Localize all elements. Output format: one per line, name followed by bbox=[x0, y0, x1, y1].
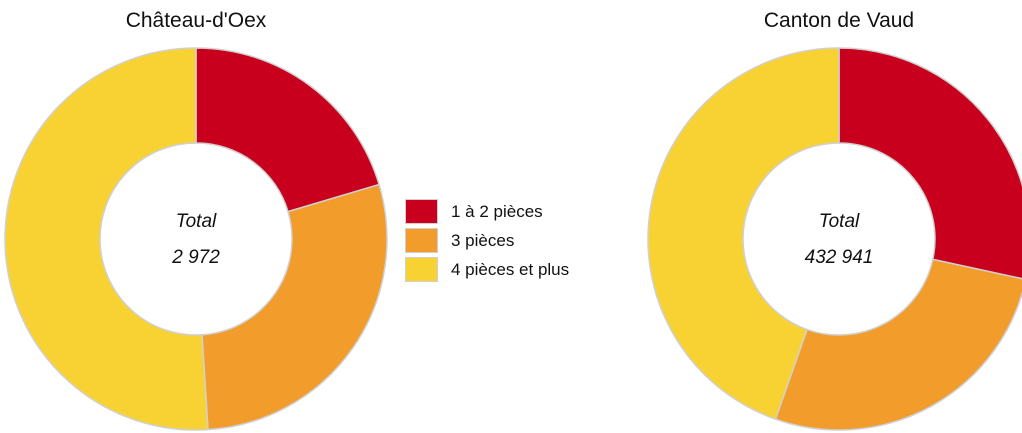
donut-slice-1 bbox=[195, 47, 381, 213]
legend-swatch bbox=[405, 199, 438, 224]
legend-item-4-pieces-et-plus: 4 pièces et plus bbox=[405, 255, 569, 284]
center-total-value-canton-de-vaud: 432 941 bbox=[804, 247, 874, 268]
legend-swatch bbox=[405, 228, 438, 253]
donut-slice-3 bbox=[4, 47, 209, 431]
legend-item-1-2-pieces: 1 à 2 pièces bbox=[405, 197, 569, 226]
legend-label: 1 à 2 pièces bbox=[451, 201, 543, 221]
center-total-label-canton-de-vaud: Total bbox=[818, 211, 860, 232]
donut-slice-1 bbox=[838, 47, 1022, 280]
donut-slice-2 bbox=[201, 183, 388, 431]
donut-slice-2 bbox=[774, 258, 1022, 431]
center-total-value-chateau-doex: 2 972 bbox=[172, 247, 220, 268]
legend-label: 3 pièces bbox=[451, 230, 515, 250]
legend-item-3-pieces: 3 pièces bbox=[405, 226, 569, 255]
legend-swatch bbox=[405, 257, 438, 282]
donut-slice-3 bbox=[647, 47, 840, 421]
legend-label: 4 pièces et plus bbox=[451, 259, 570, 279]
center-total-label-chateau-doex: Total bbox=[175, 211, 217, 232]
chart-title-chateau-doex: Château-d'Oex bbox=[125, 9, 267, 32]
legend: 1 à 2 pièces 3 pièces 4 pièces et plus bbox=[405, 197, 569, 284]
chart-title-canton-de-vaud: Canton de Vaud bbox=[763, 9, 915, 32]
